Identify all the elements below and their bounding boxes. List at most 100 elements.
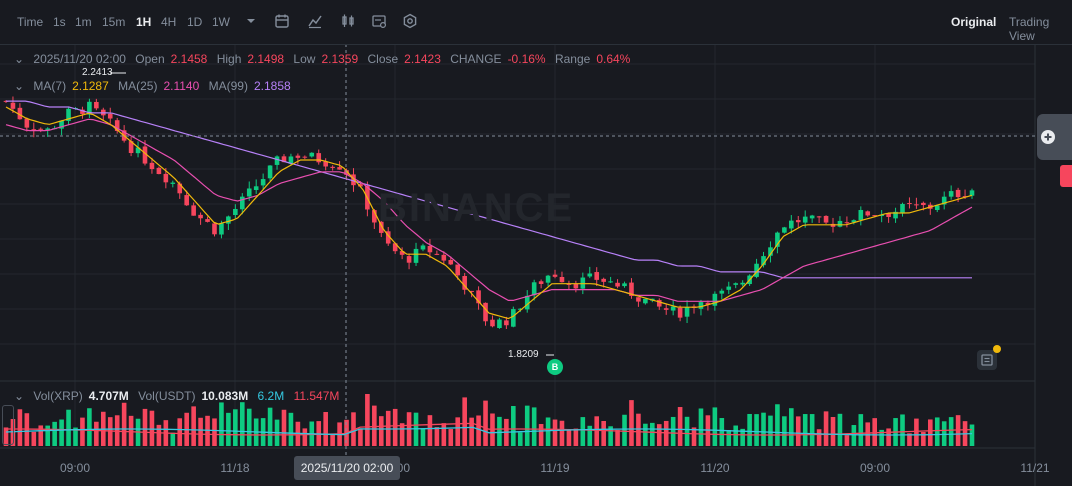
- volume-bar: [691, 427, 697, 446]
- interval-1w[interactable]: 1W: [212, 15, 230, 29]
- last-price-tag: [1060, 165, 1072, 187]
- volume-bar: [559, 420, 565, 446]
- volume-bar: [427, 415, 433, 446]
- candle-body: [907, 203, 912, 205]
- news-icon[interactable]: [977, 350, 997, 370]
- volume-bar: [420, 428, 426, 446]
- x-tick-label: 11/21: [1020, 461, 1049, 475]
- candle-type-icon[interactable]: [339, 12, 357, 30]
- volume-bar: [615, 430, 620, 446]
- candle-body: [114, 120, 120, 131]
- candle-body: [517, 308, 523, 310]
- volume-bar: [663, 420, 669, 446]
- candle-body: [552, 274, 558, 277]
- candle-body: [524, 295, 530, 310]
- candle-body: [10, 102, 16, 109]
- chart-settings-icon[interactable]: [370, 12, 388, 30]
- volume-bar: [121, 402, 127, 446]
- volume-bar: [59, 419, 64, 446]
- candle-body: [24, 118, 30, 128]
- x-tick-label: 09:00: [860, 461, 890, 475]
- volume-bar: [921, 432, 926, 446]
- volume-bar: [476, 415, 481, 446]
- candle-body: [775, 232, 780, 247]
- volume-bar: [497, 416, 502, 446]
- candle-body: [538, 281, 544, 284]
- candle-body: [615, 282, 620, 287]
- candle-body: [872, 215, 878, 217]
- view-tradingview-tab[interactable]: Trading View: [1009, 15, 1050, 43]
- interval-1h[interactable]: 1H: [136, 15, 152, 29]
- volume-ma-a-line: [5, 426, 973, 436]
- chart-toolbar: Time 1s 1m 15m 1H 4H 1D 1W Original Trad…: [0, 0, 1072, 45]
- volume-bar: [177, 418, 183, 446]
- candle-body: [385, 231, 391, 244]
- calendar-icon[interactable]: [273, 12, 291, 30]
- x-tick-label: 11/20: [700, 461, 729, 475]
- candle-body: [107, 113, 113, 119]
- collapse-chevron-icon[interactable]: ⌄: [14, 79, 25, 93]
- more-intervals-icon[interactable]: [242, 12, 260, 30]
- candle-body: [295, 155, 301, 158]
- volume-bar: [531, 407, 537, 446]
- gear-icon[interactable]: [401, 12, 419, 30]
- volume-bar: [809, 414, 815, 446]
- open-label: Open: [135, 52, 165, 66]
- volume-bar: [358, 428, 363, 446]
- volume-bar: [142, 408, 148, 446]
- candle-body: [643, 298, 648, 304]
- buy-marker[interactable]: B: [547, 359, 563, 375]
- indicator-icon[interactable]: [306, 12, 324, 30]
- interval-1s[interactable]: 1s: [53, 15, 66, 29]
- interval-1d[interactable]: 1D: [187, 15, 203, 29]
- high-price-marker: 2.2413: [82, 67, 113, 78]
- ma-legend: ⌄ MA(7) 2.1287 MA(25) 2.1140 MA(99) 2.1858: [14, 79, 297, 93]
- volume-bar: [782, 416, 787, 446]
- interval-15m[interactable]: 15m: [102, 15, 126, 29]
- candle-body: [719, 290, 725, 294]
- ohlc-datetime: 2025/11/20 02:00: [33, 52, 126, 66]
- interval-1m[interactable]: 1m: [75, 15, 92, 29]
- volume-bar: [219, 402, 224, 446]
- volume-bar: [643, 423, 648, 446]
- candle-body: [378, 221, 384, 233]
- add-alert-button[interactable]: [1037, 114, 1072, 160]
- volume-bar: [94, 421, 99, 446]
- candle-body: [684, 307, 690, 317]
- candle-body: [198, 214, 203, 219]
- candle-body: [789, 220, 794, 229]
- volume-bar: [17, 409, 23, 446]
- volume-bar: [928, 419, 933, 446]
- volume-bar: [698, 408, 704, 446]
- candle-body: [177, 183, 183, 194]
- volume-bar: [775, 404, 780, 446]
- volume-pane-handle[interactable]: [2, 405, 14, 445]
- interval-4h[interactable]: 4H: [161, 15, 177, 29]
- candle-body: [754, 263, 759, 277]
- volume-bar: [212, 418, 217, 446]
- volume-bar: [823, 411, 829, 446]
- candle-body: [886, 213, 891, 218]
- candle-body: [962, 196, 968, 198]
- volume-bar: [719, 418, 725, 446]
- volume-bar: [38, 425, 44, 446]
- volume-bar: [886, 428, 891, 446]
- volume-bar: [170, 432, 176, 446]
- volume-bar: [511, 406, 516, 446]
- view-original-tab[interactable]: Original: [951, 15, 997, 29]
- collapse-chevron-icon[interactable]: ⌄: [14, 52, 25, 66]
- candle-body: [511, 309, 516, 327]
- range-value: 0.64%: [596, 52, 631, 66]
- volume-bar: [198, 417, 203, 446]
- volume-bar: [677, 407, 683, 446]
- candle-body: [622, 283, 627, 287]
- volume-bar: [267, 407, 273, 446]
- volume-bar: [733, 425, 739, 446]
- candle-body: [587, 273, 593, 277]
- candle-body: [795, 220, 801, 223]
- candle-body: [184, 195, 189, 206]
- collapse-chevron-icon[interactable]: ⌄: [14, 389, 25, 403]
- vol-xrp-value: 4.707M: [88, 389, 129, 403]
- volume-bar: [226, 412, 231, 446]
